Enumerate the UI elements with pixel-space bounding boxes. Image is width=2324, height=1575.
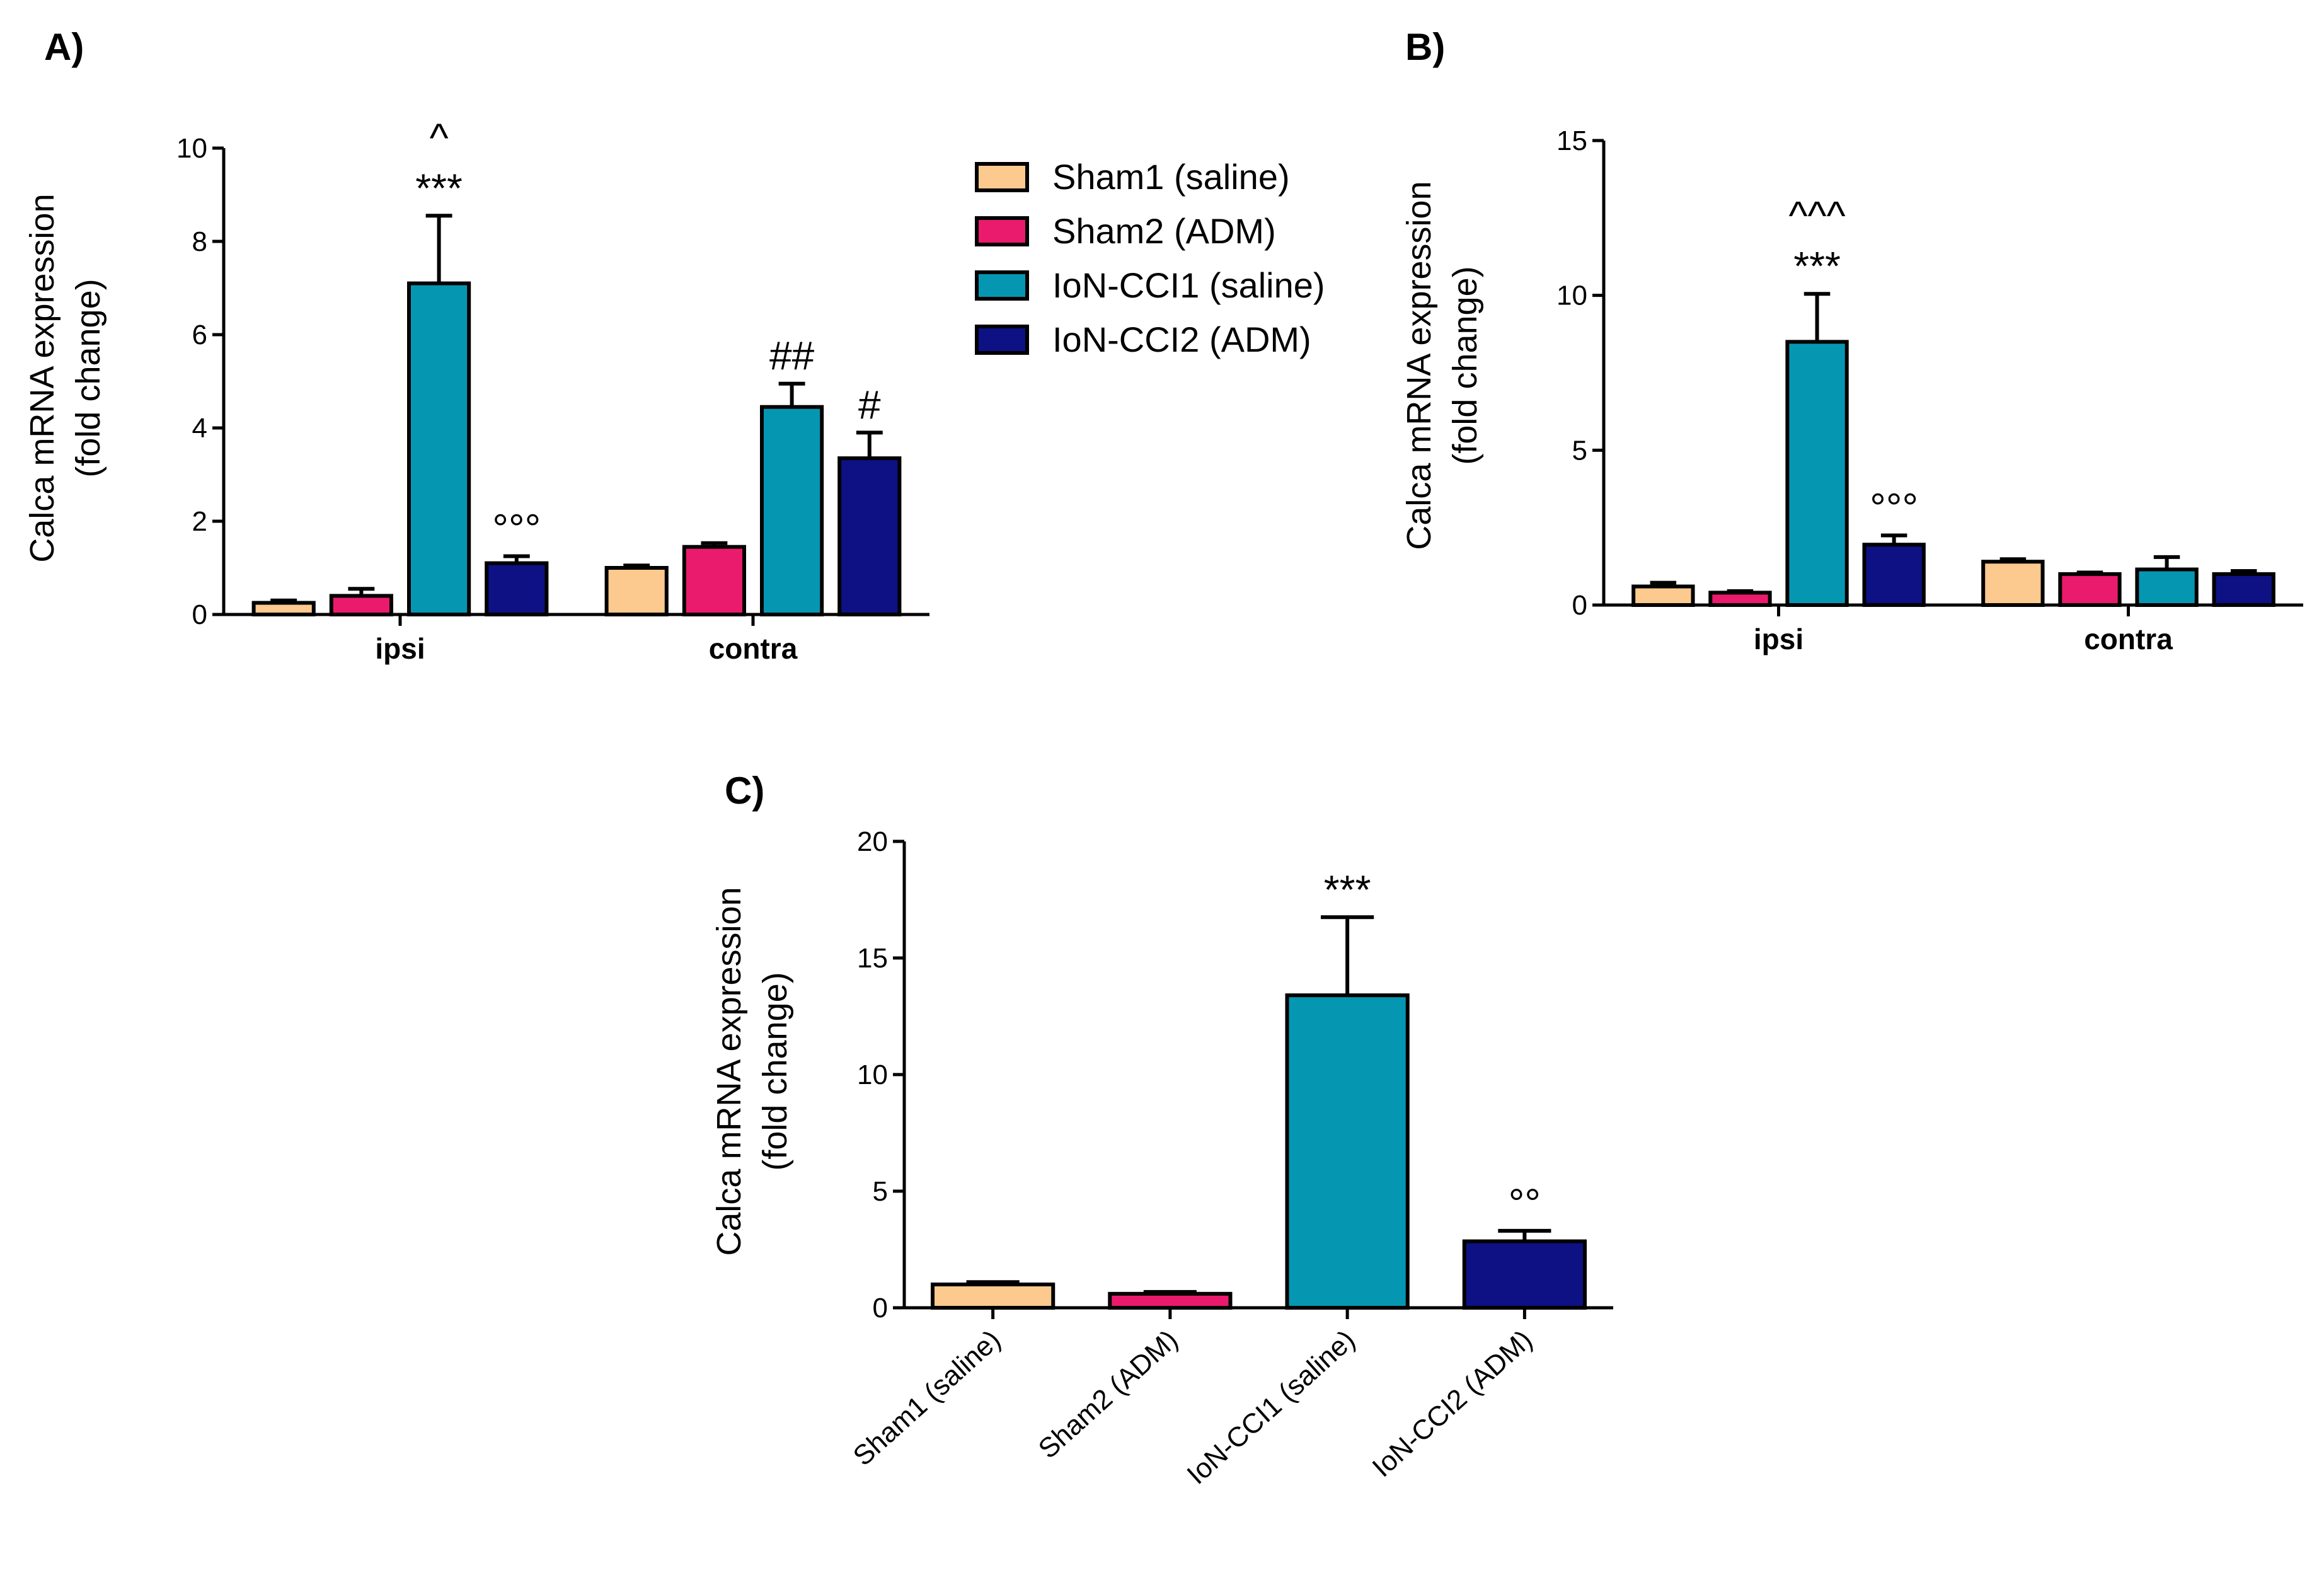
panel-a-bar — [251, 601, 316, 616]
panel-a-x-tick-label: ipsi — [375, 632, 425, 665]
panel-c-y-tick-label: 5 — [873, 1176, 888, 1207]
panel-a-significance-mark: # — [858, 382, 881, 427]
panel-c-bar — [1285, 993, 1410, 1310]
panel-b-x-tick-label: contra — [2084, 623, 2173, 655]
panel-a-significance-mark: °°° — [492, 506, 541, 551]
panel-a-ylabel-line2: (fold change) — [69, 279, 107, 477]
panel-b-bar — [1785, 340, 1849, 607]
legend-label-ion-cci1: IoN-CCI1 (saline) — [1052, 265, 1325, 305]
panel-b-x-tick-label: ipsi — [1754, 623, 1803, 655]
panel-a-bar — [604, 566, 669, 616]
panel-a-bar — [329, 594, 393, 617]
panel-c-y-tick-label: 10 — [857, 1059, 888, 1090]
panel-a-chart: A) Calca mRNA expression (fold change) 0… — [23, 26, 929, 665]
panel-b-y-tick-label: 10 — [1556, 280, 1587, 311]
panel-a-bar — [485, 561, 549, 616]
panel-b-bar — [1708, 591, 1772, 608]
panel-a-bar — [682, 545, 747, 617]
panel-b-y-tick-label: 0 — [1572, 590, 1587, 621]
panel-b-chart: B) Calca mRNA expression (fold change) 0… — [1400, 26, 2303, 655]
panel-c-label: C) — [725, 770, 764, 812]
panel-a-bar — [760, 405, 824, 616]
panel-a-significance-mark: *** — [415, 165, 463, 211]
panel-a-y-tick-label: 10 — [176, 133, 207, 164]
panel-a-y-tick-label: 6 — [192, 320, 207, 350]
panel-a-x-tick-label: contra — [709, 632, 798, 665]
panel-c-x-tick-label: IoN-CCI1 (saline) — [1181, 1324, 1360, 1491]
legend-label-sham2: Sham2 (ADM) — [1052, 211, 1276, 251]
panel-b-bar — [2212, 572, 2275, 607]
panel-a-y-tick-label: 8 — [192, 226, 207, 257]
panel-c-significance-mark: °° — [1509, 1180, 1541, 1226]
panel-b-bar — [1981, 560, 2045, 607]
panel-c-y-tick-label: 15 — [857, 943, 888, 974]
panel-a-y-tick-label: 0 — [192, 599, 207, 630]
panel-c-x-tick-label: IoN-CCI2 (ADM) — [1366, 1324, 1538, 1483]
panel-b-bar — [2135, 567, 2199, 607]
legend-swatch-sham1 — [975, 162, 1029, 192]
panel-c-bar — [1462, 1239, 1587, 1310]
panel-b-ylabel-line1: Calca mRNA expression — [1400, 181, 1438, 550]
panel-b-ylabel-line2: (fold change) — [1446, 266, 1484, 464]
legend-swatch-ion-cci1 — [975, 270, 1029, 301]
panel-b-bar — [1631, 584, 1695, 608]
panel-b-bar — [2058, 572, 2122, 607]
panel-b-significance-mark: °°° — [1870, 485, 1918, 530]
panel-c-bar — [931, 1283, 1056, 1310]
panel-a-significance-mark: ## — [769, 333, 815, 379]
panel-a-y-tick-label: 2 — [192, 506, 207, 537]
panel-c-x-tick-label: Sham2 (ADM) — [1033, 1324, 1184, 1465]
panel-a-y-tick-label: 4 — [192, 413, 207, 444]
panel-b-bar — [1862, 543, 1926, 607]
panel-a-bar — [837, 456, 902, 616]
panel-b-y-tick-label: 15 — [1556, 125, 1587, 156]
panel-c-y-tick-label: 0 — [873, 1293, 888, 1324]
legend: Sham1 (saline) Sham2 (ADM) IoN-CCI1 (sal… — [975, 157, 1325, 359]
legend-swatch-ion-cci2 — [975, 325, 1029, 355]
panel-c-x-tick-label: Sham1 (saline) — [848, 1324, 1007, 1472]
panel-a-label: A) — [44, 26, 84, 68]
legend-label-sham1: Sham1 (saline) — [1052, 157, 1290, 197]
panel-c-bar — [1108, 1291, 1233, 1310]
panel-b-significance-mark: *** — [1793, 243, 1841, 289]
panel-c-significance-mark: *** — [1324, 867, 1371, 912]
panel-c-y-tick-label: 20 — [857, 826, 888, 857]
legend-swatch-sham2 — [975, 216, 1029, 246]
panel-b-label: B) — [1405, 26, 1445, 68]
panel-c-chart: C) Calca mRNA expression (fold change) 0… — [710, 770, 1613, 1491]
panel-c-ylabel-line2: (fold change) — [756, 972, 794, 1170]
panel-a-ylabel-line1: Calca mRNA expression — [23, 193, 61, 562]
legend-label-ion-cci2: IoN-CCI2 (ADM) — [1052, 320, 1311, 359]
panel-a-bar — [407, 281, 471, 617]
panel-c-ylabel-line1: Calca mRNA expression — [710, 887, 748, 1255]
panel-b-significance-mark: ^^^ — [1789, 193, 1846, 238]
panel-a-significance-mark: ^ — [430, 115, 449, 160]
panel-b-plot-area: 0 5 10 15 ipsi contra *** ^^^ °°° — [1556, 125, 2303, 655]
panel-b-y-tick-label: 5 — [1572, 435, 1587, 466]
